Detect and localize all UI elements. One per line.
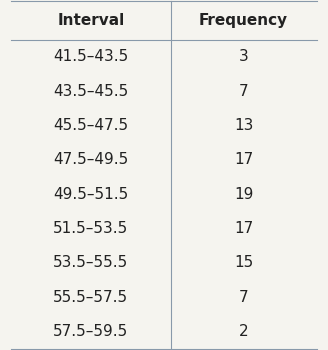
- Text: 19: 19: [234, 187, 253, 202]
- Text: 49.5–51.5: 49.5–51.5: [53, 187, 129, 202]
- Text: 17: 17: [234, 221, 253, 236]
- Text: 57.5–59.5: 57.5–59.5: [53, 324, 129, 339]
- Text: 45.5–47.5: 45.5–47.5: [53, 118, 128, 133]
- Text: 7: 7: [239, 84, 249, 99]
- Text: 2: 2: [239, 324, 249, 339]
- Text: 3: 3: [239, 49, 249, 64]
- Text: Interval: Interval: [57, 13, 124, 28]
- Text: 43.5–45.5: 43.5–45.5: [53, 84, 129, 99]
- Text: 15: 15: [234, 255, 253, 270]
- Text: 17: 17: [234, 152, 253, 167]
- Text: 47.5–49.5: 47.5–49.5: [53, 152, 129, 167]
- Text: 51.5–53.5: 51.5–53.5: [53, 221, 129, 236]
- Text: 53.5–55.5: 53.5–55.5: [53, 255, 129, 270]
- Text: 41.5–43.5: 41.5–43.5: [53, 49, 129, 64]
- Text: 7: 7: [239, 289, 249, 304]
- Text: Frequency: Frequency: [199, 13, 288, 28]
- Text: 55.5–57.5: 55.5–57.5: [53, 289, 128, 304]
- Text: 13: 13: [234, 118, 253, 133]
